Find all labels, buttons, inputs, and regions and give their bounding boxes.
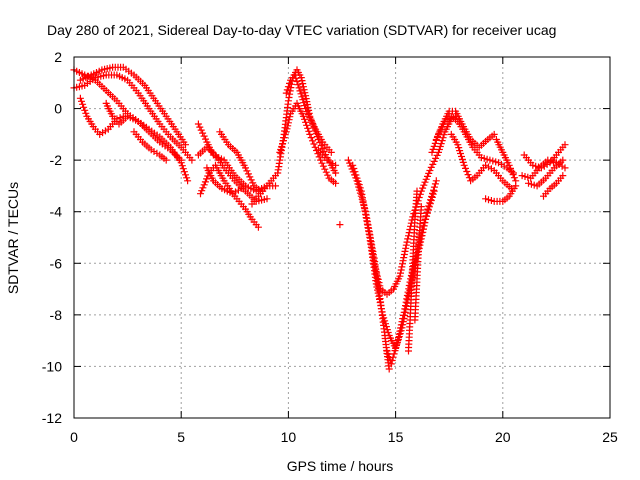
y-tick-label: -4 [50,204,63,220]
data-point-markers [432,107,498,151]
y-tick-label: -8 [50,307,63,323]
series-arc-21 [405,187,421,355]
series-arc-3 [76,63,189,149]
data-point-markers [411,203,425,324]
y-axis-label: SDTVAR / TECUs [5,182,21,294]
y-tick-labels: 2 0 -2 -4 -6 -8 -10 -12 [42,49,62,426]
data-point-markers [405,187,421,355]
y-tick-label: -10 [42,358,62,374]
y-tick-label: -2 [50,152,63,168]
plot-frame [73,56,611,419]
x-tick-label: 25 [602,429,618,445]
x-tick-label: 20 [495,429,511,445]
series-arc-10 [203,164,245,198]
y-tick-label: -6 [50,255,63,271]
data-point-markers [482,182,520,205]
data-point-markers [102,99,185,164]
series-arc-22 [411,203,425,324]
series-arc-25 [447,130,515,192]
series-arc-15 [314,146,340,169]
x-tick-label: 15 [388,429,404,445]
data-point-markers [203,164,245,198]
series-arc-6 [130,128,170,164]
x-tick-label: 10 [281,429,297,445]
chart-title: Day 280 of 2021, Sidereal Day-to-day VTE… [47,22,556,38]
series-arc-24 [432,107,498,151]
y-tick-label: 0 [54,101,62,117]
series-arc-11 [216,128,264,195]
grid-lines [74,57,610,418]
series-arc-5 [102,99,185,164]
data-points [70,63,569,373]
series-arc-30 [525,156,567,190]
x-tick-label: 5 [177,429,185,445]
x-axis-label: GPS time / hours [287,458,394,474]
data-point-markers [276,99,340,187]
data-point-markers [282,71,335,156]
series-arc-14 [276,99,340,187]
series-arc-13 [282,71,335,156]
data-point-markers [130,128,170,164]
data-point-markers [76,63,189,149]
data-point-markers [492,136,520,185]
data-point-markers [540,172,567,200]
series-arc-27 [492,136,520,185]
series-arc-26 [482,182,520,205]
series-arc-16 [336,221,344,229]
axis-ticks [73,56,611,419]
y-tick-label: 2 [54,49,62,65]
data-point-markers [314,146,340,169]
x-tick-labels: 0 5 10 15 20 25 [70,429,618,445]
data-point-markers [336,221,344,229]
data-point-markers [216,128,264,195]
data-point-markers [447,130,515,192]
x-tick-label: 0 [70,429,78,445]
series-arc-31 [540,172,567,200]
data-point-markers [525,156,567,190]
y-tick-label: -12 [42,410,62,426]
